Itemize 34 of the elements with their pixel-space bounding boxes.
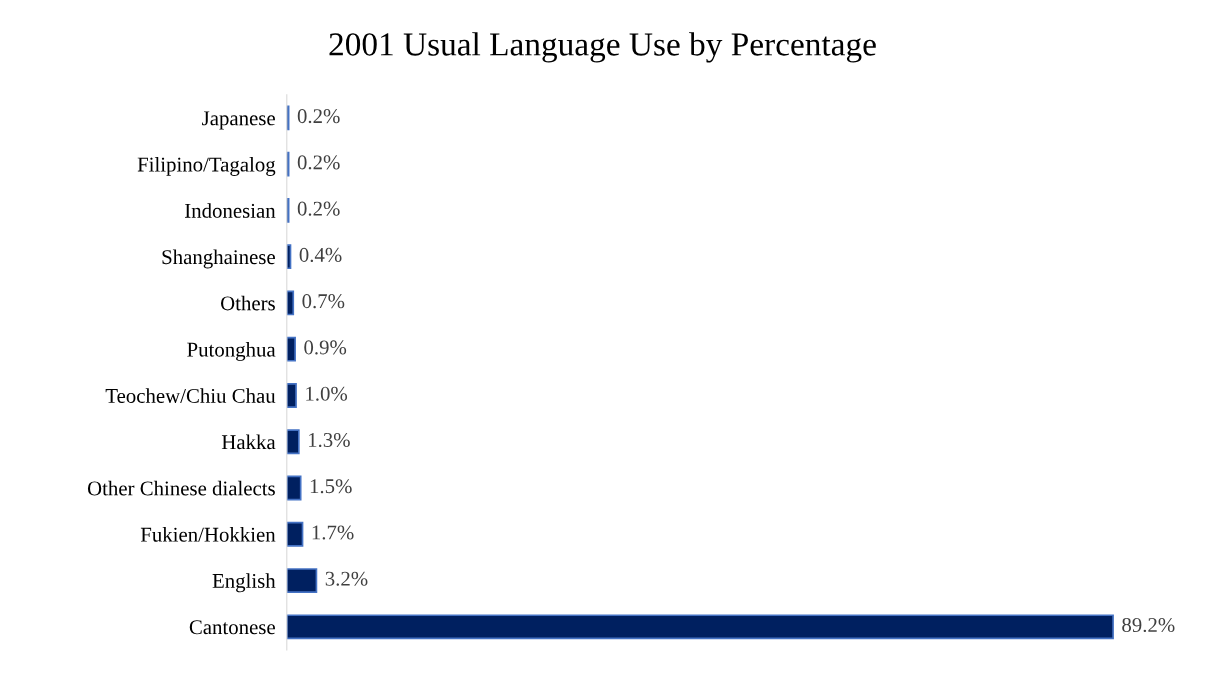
bar (286, 429, 300, 455)
data-label: 0.7% (302, 294, 345, 309)
y-tick-label: Japanese (202, 111, 275, 130)
data-label: 3.2% (325, 571, 368, 586)
data-label: 0.9% (304, 340, 347, 355)
y-tick-label: Shanghainese (162, 249, 275, 269)
data-label: 1.3% (309, 432, 350, 448)
y-tick-label: Others (220, 295, 275, 311)
bar (286, 244, 292, 270)
data-label: 0.2% (297, 155, 340, 170)
y-tick-label: Filipino/Tagalog (137, 156, 276, 176)
y-tick-label: Indonesian (185, 203, 276, 218)
y-tick-label: Hakka (221, 434, 276, 450)
chart-title: 2001 Usual Language Use by Percentage (329, 32, 876, 63)
bar (286, 521, 304, 547)
data-label: 89.2% (1122, 617, 1175, 633)
bar (286, 336, 296, 362)
y-tick-label: Cantonese (189, 620, 275, 635)
y-tick-label: Fukien/Hokkien (140, 527, 276, 542)
data-label: 1.0% (306, 386, 348, 401)
bar (286, 383, 297, 408)
y-tick-label: Other Chinese dialects (87, 480, 275, 496)
data-label: 0.2% (297, 201, 340, 216)
data-label: 0.4% (299, 247, 342, 262)
bar (286, 568, 318, 593)
bar (286, 290, 295, 316)
y-tick-label: Teochew/Chiu Chau (105, 388, 276, 403)
y-tick-label: Putonghua (187, 341, 276, 361)
bar (286, 475, 302, 501)
data-label: 0.2% (297, 109, 340, 124)
data-label: 1.7% (312, 525, 354, 540)
bar (286, 614, 1114, 640)
data-label: 1.5% (310, 479, 352, 494)
y-tick-label: English (212, 573, 276, 593)
